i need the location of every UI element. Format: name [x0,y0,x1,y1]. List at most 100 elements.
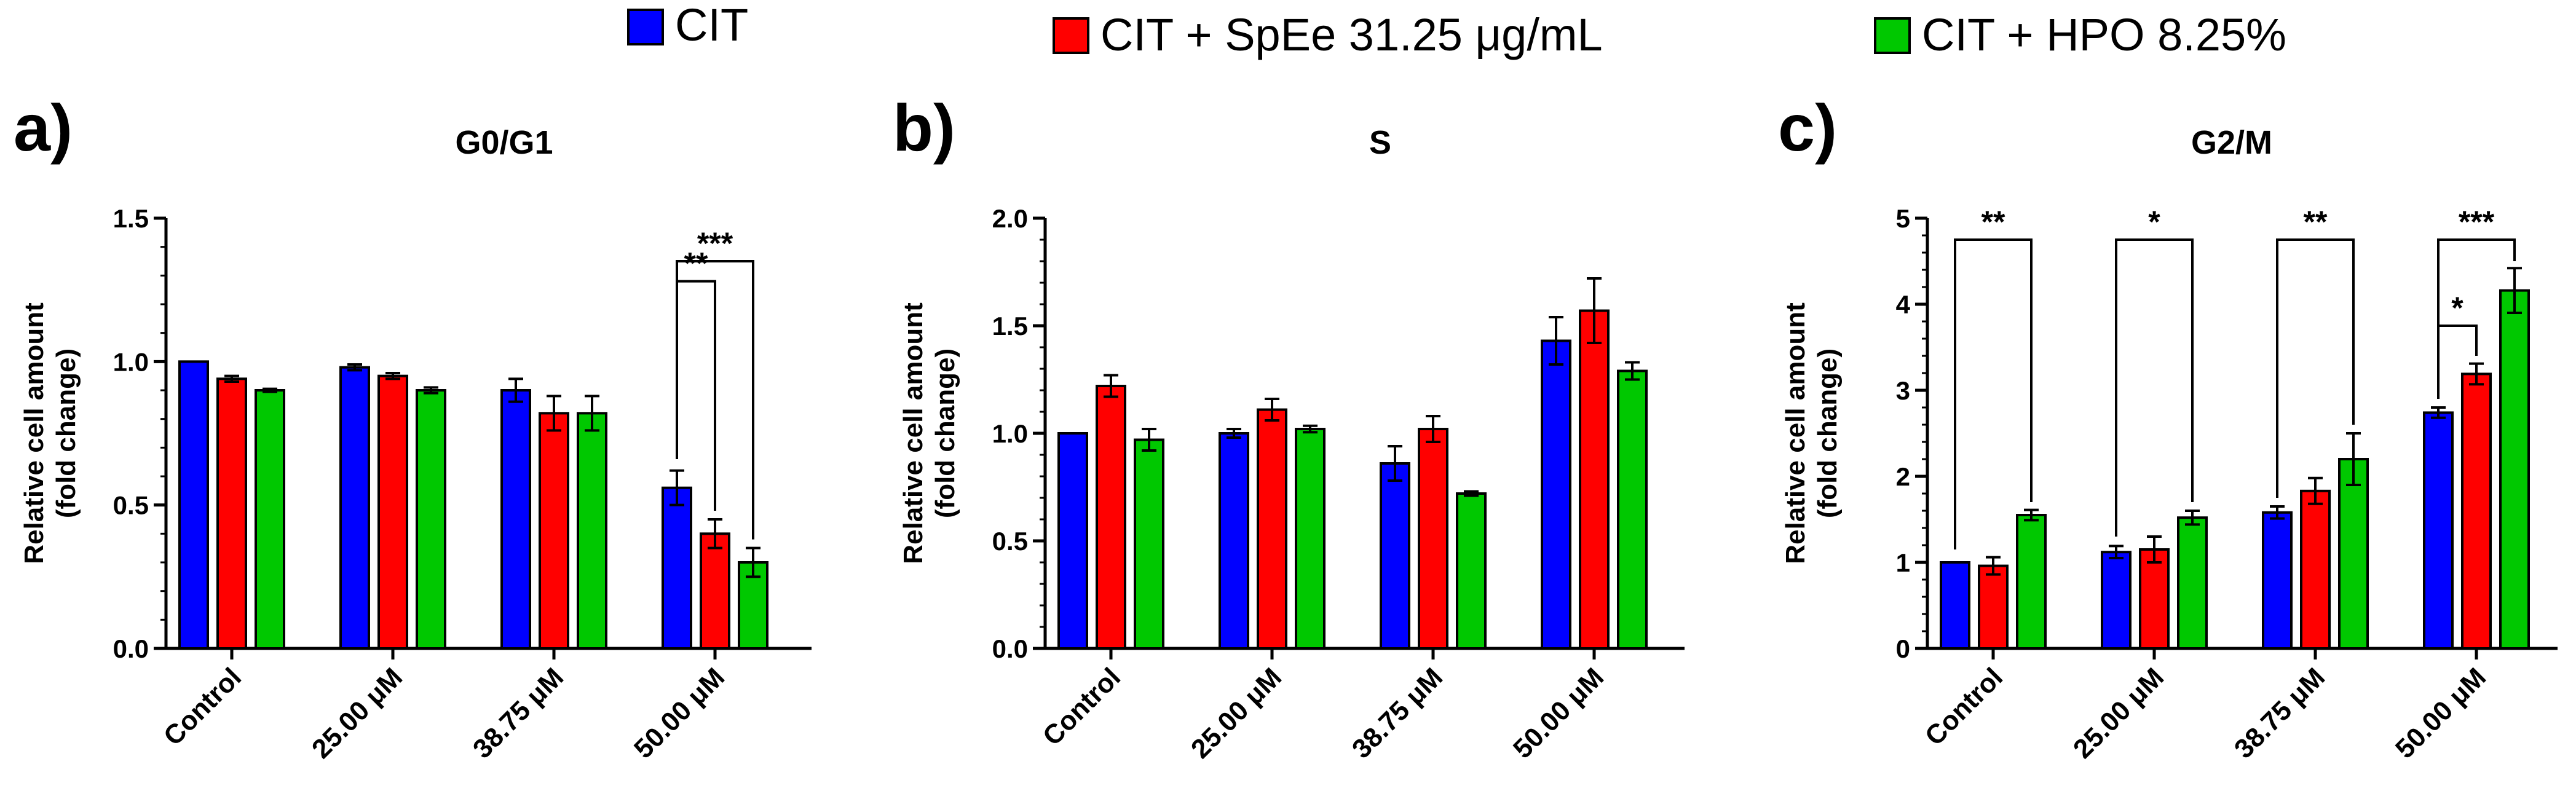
y-tick-label: 0.0 [992,634,1028,663]
bar [1219,432,1249,650]
panel-title: S [1369,124,1391,161]
y-tick-label: 1 [1896,548,1910,577]
bar [1380,462,1410,650]
panel-label: b) [893,90,955,165]
bar [1418,428,1448,650]
panel-title: G2/M [2191,124,2272,161]
bar [216,377,247,650]
bar [1579,309,1610,650]
panel-2: c) G2/M Relative cell amount (fold change) 0… [1778,90,2558,765]
y-tick-label: 5 [1896,204,1910,233]
bar [500,389,531,650]
bar [1134,438,1164,650]
y-tick-label: 2 [1896,462,1910,491]
y-tick-label: 0.0 [113,634,149,663]
panel-label: a) [14,90,73,165]
significance-label: ** [1981,205,2005,239]
x-tick-label: 50.00 μM [1507,662,1610,764]
legend-swatch-cit [627,9,664,45]
bar [416,389,446,650]
bar [2262,511,2293,650]
panel-0: a) G0/G1 Relative cell amount (fold change)… [14,90,812,765]
y-axis-label-line1: Relative cell amount [1780,302,1811,564]
x-tick-label: Control [1919,662,2009,751]
y-tick-label: 4 [1896,290,1911,319]
bar [2461,372,2492,650]
bar [1257,408,1287,650]
bar [1295,428,1326,650]
bar [377,374,408,650]
y-axis-label-line2: (fold change) [930,348,960,518]
bar [1456,492,1487,650]
bar [2177,516,2208,650]
y-tick-label: 0.5 [992,527,1028,556]
y-tick-label: 1.0 [113,347,149,376]
x-tick-label: Control [1037,662,1126,751]
x-tick-label: 25.00 μM [2068,662,2170,764]
x-tick-label: 25.00 μM [306,662,408,764]
bar [700,532,730,650]
panel-title: G0/G1 [455,124,553,161]
legend-label-cit-hpo: CIT + HPO 8.25% [1922,9,2286,60]
significance-label: *** [2459,205,2495,239]
legend-swatch-cit-hpo [1874,17,1911,54]
y-tick-label: 0 [1896,634,1910,663]
x-tick-label: 25.00 μM [1185,662,1287,764]
bar [255,389,285,650]
y-axis-label-line2: (fold change) [51,348,81,518]
bar [2300,489,2331,650]
legend: CIT CIT + SpEe 31.25 μg/mL CIT + HPO 8.2… [627,0,2286,60]
significance-bracket [2115,238,2194,537]
bar [539,412,569,650]
y-tick-label: 2.0 [992,204,1028,233]
x-tick-label: Control [158,662,247,751]
x-tick-label: 38.75 μM [467,662,569,764]
bar [178,360,209,650]
bar [1096,385,1126,650]
x-tick-label: 50.00 μM [628,662,730,764]
bar [662,486,692,650]
significance-bracket [676,280,716,511]
y-tick-label: 1.5 [113,204,149,233]
bar [2101,551,2132,650]
panel-label: c) [1778,90,1837,165]
significance-bracket [1954,238,2033,549]
legend-label-cit-spee: CIT + SpEe 31.25 μg/mL [1100,9,1603,60]
y-tick-label: 3 [1896,376,1910,405]
y-tick-label: 1.0 [992,419,1028,448]
significance-bracket [676,260,754,540]
bar [2423,411,2454,650]
bar [2016,514,2047,650]
y-tick-label: 1.5 [992,312,1028,341]
legend-swatch-cit-spee [1053,17,1089,54]
y-axis-label-line1: Relative cell amount [19,302,49,564]
bar [2338,458,2369,650]
bar [2499,289,2530,650]
legend-item-cit-hpo: CIT + HPO 8.25% [1874,9,2286,60]
y-axis-label-line2: (fold change) [1812,348,1843,518]
bar [577,412,607,650]
significance-label: ** [684,246,708,281]
bar [2139,548,2170,650]
bar [1978,564,2009,650]
panel-1: b) S Relative cell amount (fold change) 0.0 0… [893,90,1685,765]
x-tick-label: 38.75 μM [1346,662,1448,764]
bar [1057,432,1088,650]
significance-label: *** [697,226,733,261]
y-axis-label-line1: Relative cell amount [898,302,928,564]
x-tick-label: 50.00 μM [2390,662,2492,764]
bar [339,366,370,650]
legend-label-cit: CIT [675,0,748,50]
significance-label: * [2148,205,2160,239]
x-tick-label: 38.75 μM [2229,662,2331,764]
bar [1940,561,1970,650]
legend-item-cit: CIT [627,0,748,50]
significance-bracket [2437,238,2516,399]
bar [1541,339,1571,650]
significance-label: * [2451,291,2463,325]
y-tick-label: 0.5 [113,491,149,520]
significance-label: ** [2304,205,2328,239]
legend-item-cit-spee: CIT + SpEe 31.25 μg/mL [1053,9,1603,60]
